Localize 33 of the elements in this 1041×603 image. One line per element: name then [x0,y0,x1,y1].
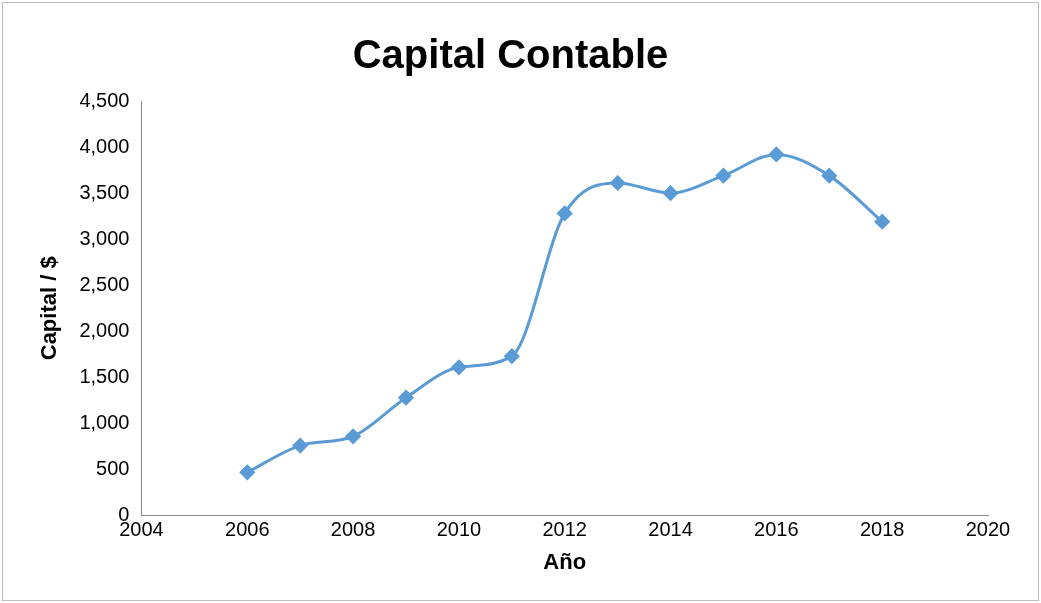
point [874,214,890,230]
y-axis-title: Capital / $ [36,256,62,361]
point [715,168,731,184]
y-tick-label: 2,500 [79,272,130,295]
y-tick-label: 4,500 [79,88,130,111]
y-tick-label: 3,000 [79,226,130,249]
point [821,168,837,184]
x-axis-title: Año [543,548,587,574]
y-tick-label: 1,500 [79,364,130,387]
x-tick-label: 2014 [648,518,693,541]
point [663,185,679,201]
y-tick-label: 500 [96,457,130,480]
point [504,348,520,364]
y-tick-label: 1,000 [79,410,130,433]
point [610,175,626,191]
x-tick-label: 2018 [859,518,905,541]
chart-title: Capital Contable [352,32,669,77]
point [398,390,414,406]
point [557,205,573,221]
x-tick-label: 2006 [225,518,270,541]
x-tick-label: 2012 [542,518,587,541]
point [345,428,361,444]
x-tick-label: 2020 [965,518,1011,541]
point [239,464,255,480]
point [451,359,467,375]
y-tick-label: 4,000 [79,134,130,157]
y-tick-label: 3,500 [79,180,130,203]
x-tick-label: 2010 [436,518,482,541]
point [768,146,784,162]
x-tick-label: 2008 [330,518,376,541]
point [292,438,308,454]
x-tick-label: 2016 [754,518,799,541]
y-tick-label: 2,000 [79,318,130,341]
